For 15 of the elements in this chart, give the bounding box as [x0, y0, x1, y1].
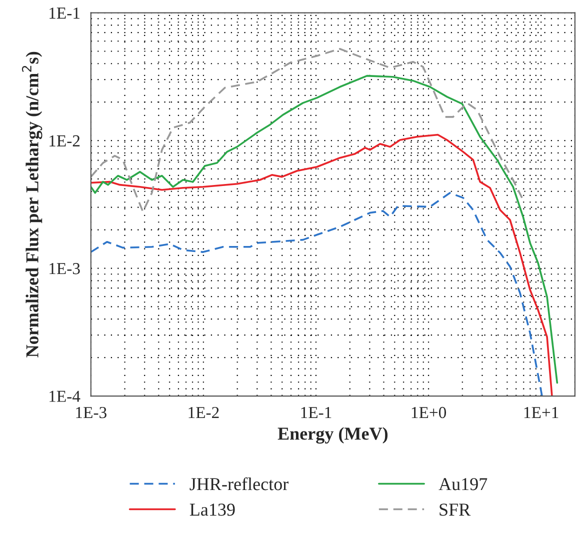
y-axis-title: Normalized Flux per Lethargy (n/cm$^{2}$s) — [22, 52, 42, 358]
y-tick-label: 1E-2 — [50, 135, 80, 146]
x-tick-label: 1E-2 — [188, 406, 219, 418]
legend-label: JHR-reflector — [190, 477, 288, 490]
x-tick-label: 1E+1 — [524, 407, 558, 418]
x-axis-title: Energy (MeV) — [278, 427, 388, 444]
legend-label: SFR — [440, 504, 471, 516]
y-tick-label: 1E-1 — [50, 8, 80, 19]
y-tick-label: 1E-3 — [50, 263, 80, 274]
y-tick-label: 1E-4 — [50, 390, 80, 402]
legend-label: Au197 — [438, 478, 488, 490]
x-tick-label: 1E-3 — [76, 406, 106, 418]
x-tick-label: 1E-1 — [301, 407, 332, 418]
legend-label: La139 — [190, 504, 235, 516]
x-tick-label: 1E+0 — [412, 406, 446, 418]
